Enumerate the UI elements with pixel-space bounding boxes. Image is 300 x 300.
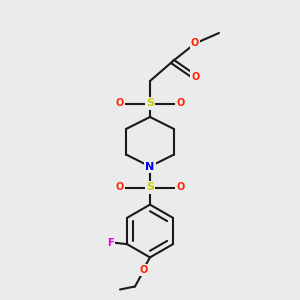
Text: O: O: [191, 71, 200, 82]
Text: S: S: [146, 182, 154, 193]
Text: O: O: [176, 98, 185, 109]
Text: N: N: [146, 161, 154, 172]
Text: O: O: [140, 265, 148, 275]
Text: O: O: [115, 182, 124, 193]
Text: S: S: [146, 98, 154, 109]
Text: O: O: [115, 98, 124, 109]
Text: O: O: [191, 38, 199, 49]
Text: O: O: [176, 182, 185, 193]
Text: F: F: [107, 238, 114, 248]
